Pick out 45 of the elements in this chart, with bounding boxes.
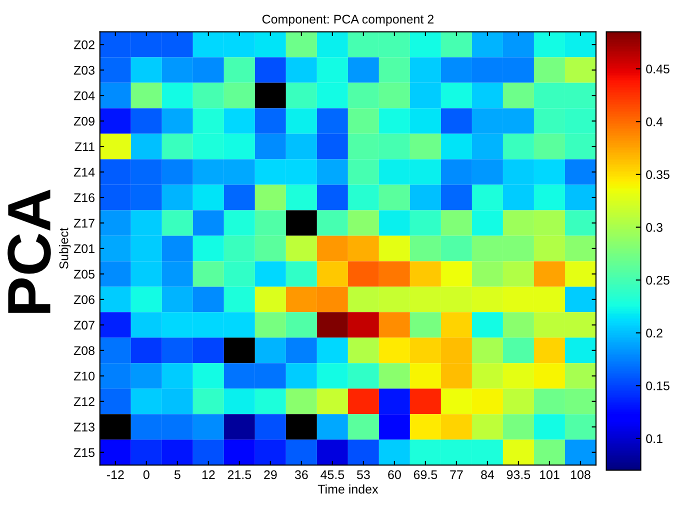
y-tick-label: Z08 [74,346,94,356]
y-tick-label: Z11 [74,142,94,152]
y-tick-label: Z10 [74,372,95,381]
x-tick-label: -12 [106,470,124,480]
x-tick-label: 53 [356,470,370,480]
chart-title: Component: PCA component 2 [262,14,434,26]
x-tick-label: 5 [174,470,180,480]
x-tick-label: 93.5 [506,470,530,480]
x-tick-label: 77 [450,470,463,480]
color-bar-label: 0.25 [646,276,670,285]
x-tick-label: 60 [388,470,401,480]
y-tick-label: Z13 [74,422,94,432]
x-tick-label: 12 [202,470,215,480]
color-bar-label: 0.15 [646,381,670,390]
color-bar-label: 0.4 [646,117,663,126]
text: PCA [8,190,51,313]
color-bar-label: 0.35 [646,170,670,180]
y-tick-label: Z04 [74,91,95,100]
color-bar-label: 0.2 [646,328,662,338]
color-bar-label: 0.3 [646,223,662,232]
x-axis-title: Time index [318,484,378,494]
x-tick-label: 69.5 [414,470,438,480]
y-tick-label: Z15 [74,448,95,458]
y-axis-title: Subject [59,228,71,269]
x-tick-label: 21.5 [228,470,252,480]
x-tick-label: 0 [143,470,150,480]
y-tick-label: Z12 [74,397,94,406]
y-tick-label: Z09 [74,116,94,126]
y-tick-label: Z02 [74,40,94,50]
color-bar-label: 0.1 [646,434,662,444]
x-tick-label: 29 [264,470,277,480]
color-bar-label: 0.45 [646,64,670,74]
y-tick-label: Z06 [74,295,94,304]
y-tick-label: Z07 [74,320,94,330]
y-tick-label: Z03 [74,66,94,75]
y-tick-label: Z17 [74,218,94,228]
y-tick-label: Z01 [74,244,94,254]
y-tick-label: Z05 [74,270,95,279]
y-tick-label: Z16 [74,193,94,202]
x-tick-label: 101 [540,470,560,480]
x-tick-label: 36 [294,470,308,480]
y-tick-label: Z14 [74,168,95,177]
x-tick-label: 108 [571,470,590,480]
x-tick-label: 45.5 [320,470,344,480]
x-tick-label: 84 [481,470,494,480]
